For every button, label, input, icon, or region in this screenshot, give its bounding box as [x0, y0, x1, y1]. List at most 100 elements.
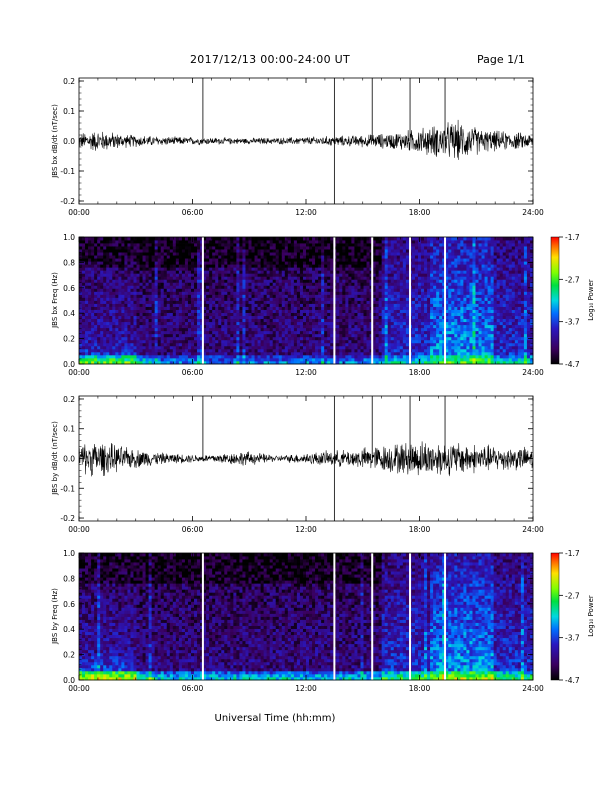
spectrogram-cell — [139, 321, 143, 326]
spectrogram-cell — [139, 270, 143, 274]
spectrogram-cell — [209, 357, 213, 362]
spectrogram-cell — [354, 333, 358, 338]
spectrogram-cell — [357, 354, 361, 359]
spectrogram-cell — [154, 240, 159, 244]
spectrogram-cell — [327, 252, 331, 256]
spectrogram-cell — [366, 267, 370, 271]
spectrogram-cell — [336, 360, 340, 365]
spectrogram-cell — [306, 243, 310, 247]
spectrogram-cell — [145, 309, 150, 313]
spectrogram-cell — [209, 282, 213, 286]
spectrogram-cell — [142, 297, 146, 301]
spectrogram-cell — [181, 318, 186, 323]
spectrogram-cell — [266, 276, 271, 280]
spectrogram-cell — [178, 264, 183, 268]
spectrogram-cell — [254, 240, 258, 244]
spectrogram-cell — [160, 282, 165, 286]
spectrogram-cell — [414, 291, 419, 295]
spectrogram-cell — [194, 294, 198, 298]
spectrogram-cell — [118, 324, 122, 329]
spectrogram-cell — [103, 324, 107, 329]
spectrogram-cell — [366, 276, 370, 280]
spectrogram-cell — [148, 303, 153, 307]
spectrogram-cell — [293, 264, 298, 268]
spectrogram-cell — [94, 285, 98, 289]
spectrogram-cell — [351, 351, 355, 356]
spectrogram-cell — [424, 303, 428, 307]
spectrogram-cell — [245, 339, 249, 344]
spectrogram-cell — [221, 255, 225, 259]
spectrogram-cell — [145, 318, 150, 323]
spectrogram-cell — [85, 291, 89, 295]
spectrogram-cell — [312, 279, 316, 283]
spectrogram-cell — [115, 243, 119, 247]
spectrogram-cell — [293, 360, 298, 365]
spectrogram-cell — [339, 297, 343, 301]
spectrogram-cell — [209, 249, 213, 253]
spectrogram-cell — [360, 285, 364, 289]
spectrogram-cell — [154, 306, 159, 310]
spectrogram-cell — [166, 309, 171, 313]
spectrogram-cell — [318, 336, 322, 341]
spectrogram-cell — [281, 240, 286, 244]
spectrogram-cell — [172, 306, 177, 310]
spectrogram-cell — [278, 327, 283, 332]
spectrogram-cell — [175, 261, 180, 265]
spectrogram-cell — [324, 324, 328, 329]
spectrogram-cell — [172, 357, 177, 362]
spectrogram-cell — [91, 351, 95, 356]
spectrogram-cell — [178, 276, 183, 280]
spectrogram-cell — [142, 333, 146, 338]
spectrogram-cell — [109, 276, 113, 280]
spectrogram-cell — [230, 243, 234, 247]
spectrogram-cell — [375, 243, 380, 247]
spectrogram-cell — [290, 291, 295, 295]
spectrogram-cell — [321, 333, 325, 338]
spectrogram-cell — [209, 273, 213, 277]
spectrogram-cell — [151, 330, 156, 335]
spectrogram-cell — [318, 264, 322, 268]
spectrogram-cell — [396, 342, 401, 347]
spectrogram-cell — [103, 285, 107, 289]
spectrogram-cell — [118, 333, 122, 338]
spectrogram-cell — [387, 279, 392, 283]
spectrogram-cell — [390, 324, 395, 329]
spectrogram-cell — [200, 357, 204, 362]
spectrogram-cell — [112, 327, 116, 332]
spectrogram-cell — [402, 252, 407, 256]
spectrogram-cell — [79, 249, 83, 253]
spectrogram-cell — [221, 339, 225, 344]
spectrogram-cell — [414, 342, 419, 347]
spectrogram-cell — [272, 306, 277, 310]
spectrogram-cell — [405, 330, 410, 335]
spectrogram-cell — [100, 336, 104, 341]
spectrogram-cell — [157, 288, 162, 292]
spectrogram-cell — [339, 345, 343, 350]
spectrogram-cell — [203, 267, 207, 271]
spectrogram-cell — [312, 255, 316, 259]
spectrogram-cell — [366, 285, 370, 289]
spectrogram-cell — [124, 294, 128, 298]
spectrogram-cell — [112, 237, 116, 241]
spectrogram-cell — [384, 303, 389, 307]
spectrogram-cell — [366, 291, 370, 295]
spectrogram-cell — [127, 342, 131, 347]
spectrogram-cell — [263, 345, 268, 350]
spectrogram-cell — [109, 252, 113, 256]
spectrogram-cell — [393, 270, 398, 274]
spectrogram-cell — [133, 267, 137, 271]
spectrogram-cell — [357, 282, 361, 286]
spectrogram-cell — [366, 294, 370, 298]
spectrogram-cell — [384, 330, 389, 335]
spectrogram-cell — [224, 246, 228, 250]
spectrogram-cell — [88, 318, 92, 323]
spectrogram-cell — [245, 270, 249, 274]
spectrogram-cell — [163, 276, 168, 280]
spectrogram-cell — [393, 336, 398, 341]
spectrogram-cell — [318, 237, 322, 241]
spectrogram-cell — [154, 261, 159, 265]
spectrogram-cell — [321, 309, 325, 313]
spectrogram-cell — [281, 303, 286, 307]
spectrogram-cell — [302, 348, 307, 353]
spectrogram-cell — [378, 252, 383, 256]
